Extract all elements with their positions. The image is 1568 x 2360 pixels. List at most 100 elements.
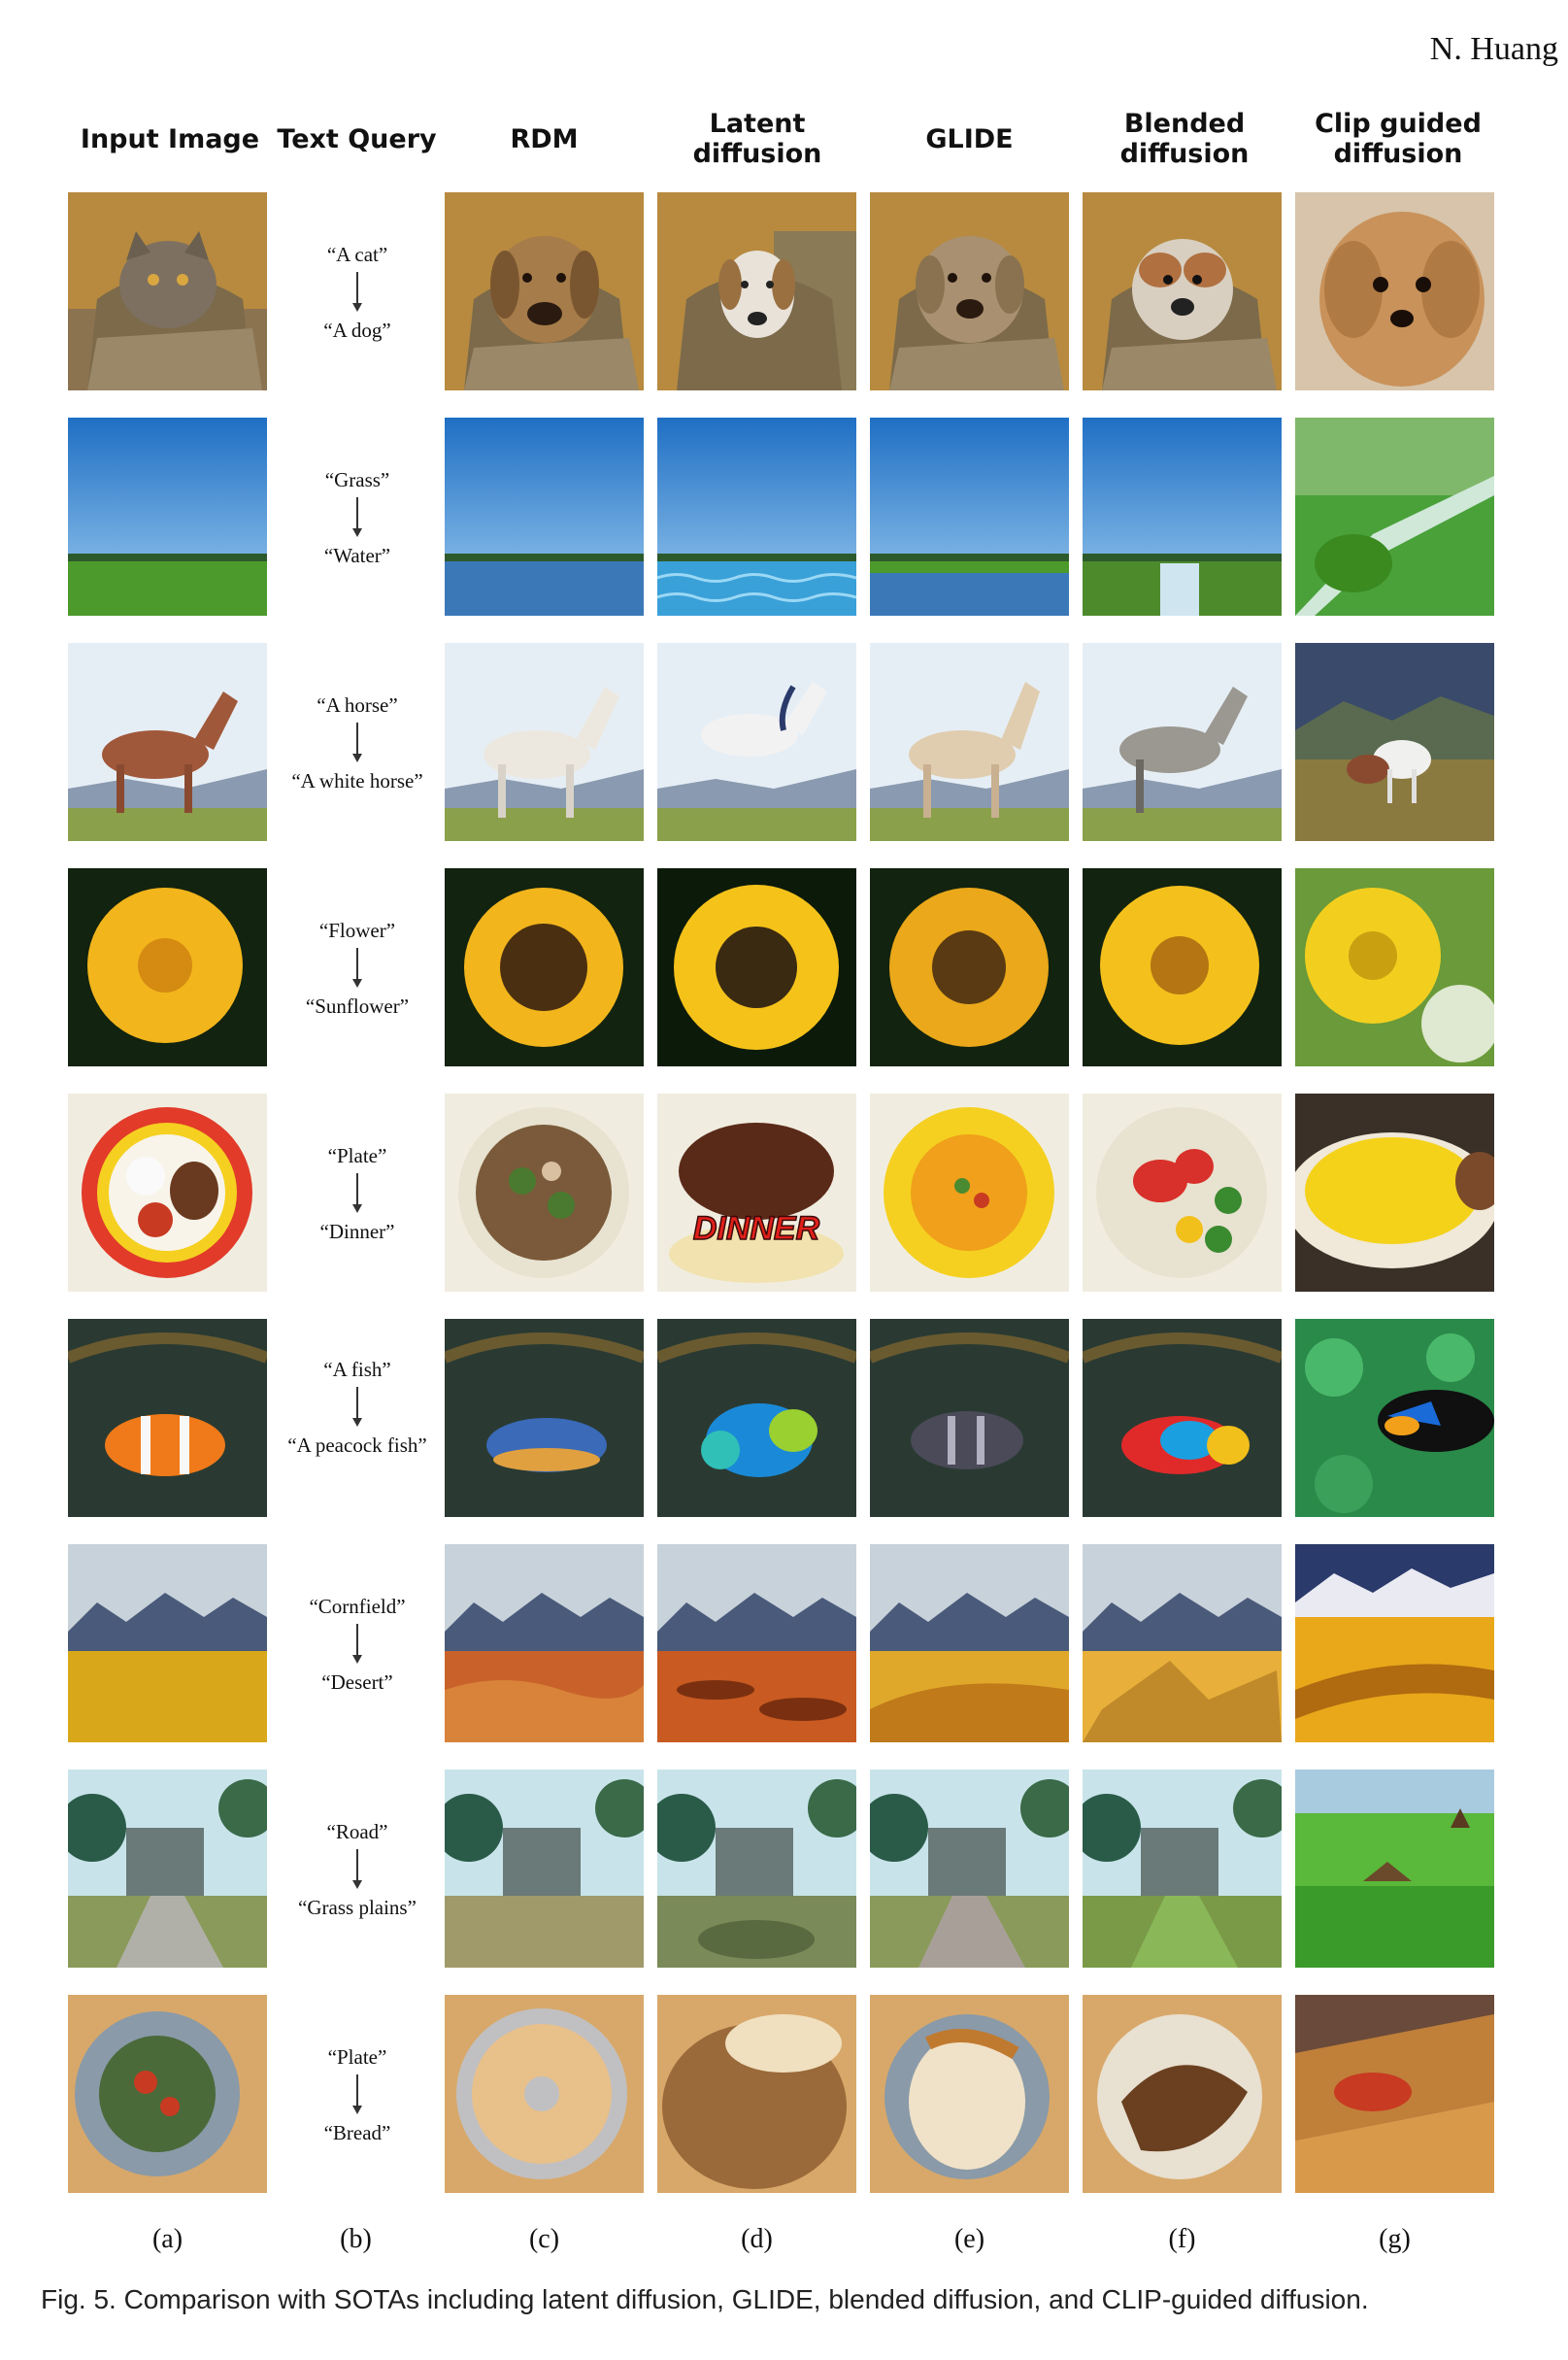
row8-input-road-image xyxy=(68,1770,267,1968)
row7-blended-diffusion-output-image xyxy=(1083,1544,1282,1742)
row2-clip-guided-output-image xyxy=(1295,418,1494,616)
row2-glide-output-image xyxy=(870,418,1069,616)
row4-input-flower-image xyxy=(68,868,267,1066)
row1-arrow-icon xyxy=(351,272,363,313)
column-header-blended-diffusion: Blended diffusion xyxy=(1097,109,1272,169)
column-header-latent-diffusion: Latent diffusion xyxy=(670,109,845,169)
row6-arrow-icon xyxy=(351,1387,363,1428)
row1-target-query: “A dog” xyxy=(270,319,445,342)
row4-latent-diffusion-output-image xyxy=(657,868,856,1066)
row1-latent-diffusion-output-image xyxy=(657,192,856,390)
row3-input-horse-image xyxy=(68,643,267,841)
row3-target-query: “A white horse” xyxy=(270,769,445,792)
row5-rdm-output-image xyxy=(445,1094,644,1292)
row6-latent-diffusion-output-image xyxy=(657,1319,856,1517)
column-header-text-query: Text Query xyxy=(267,124,447,154)
row8-arrow-icon xyxy=(351,1849,363,1890)
row4-source-query: “Flower” xyxy=(270,919,445,942)
row2-source-query: “Grass” xyxy=(270,468,445,491)
row2-blended-diffusion-output-image xyxy=(1083,418,1282,616)
column-header-clip-guided-diffusion: Clip guided diffusion xyxy=(1301,109,1495,169)
row3-clip-guided-output-image xyxy=(1295,643,1494,841)
row8-rdm-output-image xyxy=(445,1770,644,1968)
row4-blended-diffusion-output-image xyxy=(1083,868,1282,1066)
dinner-sign-text: DINNER xyxy=(693,1210,820,1247)
row7-target-query: “Desert” xyxy=(270,1670,445,1694)
row9-clip-guided-output-image xyxy=(1295,1995,1494,2193)
row1-input-cat-image xyxy=(68,192,267,390)
row7-input-cornfield-image xyxy=(68,1544,267,1742)
row6-target-query: “A peacock fish” xyxy=(270,1433,445,1457)
row8-blended-diffusion-output-image xyxy=(1083,1770,1282,1968)
row9-glide-output-image xyxy=(870,1995,1069,2193)
column-letter-f: (f) xyxy=(1083,2224,1282,2255)
row2-target-query: “Water” xyxy=(270,544,445,567)
row5-source-query: “Plate” xyxy=(270,1144,445,1167)
row4-rdm-output-image xyxy=(445,868,644,1066)
column-header-glide: GLIDE xyxy=(870,124,1069,154)
row9-rdm-output-image xyxy=(445,1995,644,2193)
row1-text-query: “A cat” “A dog” xyxy=(270,243,445,342)
row9-blended-diffusion-output-image xyxy=(1083,1995,1282,2193)
row7-text-query: “Cornfield” “Desert” xyxy=(270,1595,445,1694)
row3-glide-output-image xyxy=(870,643,1069,841)
row5-glide-output-image xyxy=(870,1094,1069,1292)
row7-glide-output-image xyxy=(870,1544,1069,1742)
row9-arrow-icon xyxy=(351,2074,363,2115)
row8-clip-guided-output-image xyxy=(1295,1770,1494,1968)
row2-rdm-output-image xyxy=(445,418,644,616)
row6-rdm-output-image xyxy=(445,1319,644,1517)
row6-blended-diffusion-output-image xyxy=(1083,1319,1282,1517)
column-letter-c: (c) xyxy=(445,2224,644,2255)
row6-glide-output-image xyxy=(870,1319,1069,1517)
column-letter-b: (b) xyxy=(256,2224,455,2255)
column-letter-d: (d) xyxy=(657,2224,856,2255)
row6-source-query: “A fish” xyxy=(270,1358,445,1381)
row9-input-plate-image xyxy=(68,1995,267,2193)
row9-source-query: “Plate” xyxy=(270,2045,445,2069)
row3-arrow-icon xyxy=(351,723,363,763)
column-header-rdm: RDM xyxy=(445,124,644,154)
row2-text-query: “Grass” “Water” xyxy=(270,468,445,567)
row3-rdm-output-image xyxy=(445,643,644,841)
row1-clip-guided-output-image xyxy=(1295,192,1494,390)
row5-arrow-icon xyxy=(351,1173,363,1214)
row7-arrow-icon xyxy=(351,1624,363,1665)
row7-latent-diffusion-output-image xyxy=(657,1544,856,1742)
row5-target-query: “Dinner” xyxy=(270,1220,445,1243)
row9-target-query: “Bread” xyxy=(270,2121,445,2144)
row3-blended-diffusion-output-image xyxy=(1083,643,1282,841)
row8-glide-output-image xyxy=(870,1770,1069,1968)
row3-latent-diffusion-output-image xyxy=(657,643,856,841)
column-letter-e: (e) xyxy=(870,2224,1069,2255)
row8-source-query: “Road” xyxy=(270,1820,445,1843)
row1-rdm-output-image xyxy=(445,192,644,390)
column-header-input-image: Input Image xyxy=(68,124,272,154)
row1-source-query: “A cat” xyxy=(270,243,445,266)
row5-text-query: “Plate” “Dinner” xyxy=(270,1144,445,1243)
row8-text-query: “Road” “Grass plains” xyxy=(270,1820,445,1919)
row2-arrow-icon xyxy=(351,497,363,538)
row5-latent-diffusion-output-image: DINNER xyxy=(657,1094,856,1292)
row6-text-query: “A fish” “A peacock fish” xyxy=(270,1358,445,1457)
row4-target-query: “Sunflower” xyxy=(270,995,445,1018)
row3-text-query: “A horse” “A white horse” xyxy=(270,693,445,792)
row4-arrow-icon xyxy=(351,948,363,989)
row5-clip-guided-output-image xyxy=(1295,1094,1494,1292)
running-header-author: N. Huang xyxy=(1325,31,1568,68)
row8-latent-diffusion-output-image xyxy=(657,1770,856,1968)
row8-target-query: “Grass plains” xyxy=(270,1896,445,1919)
row6-input-fish-image xyxy=(68,1319,267,1517)
row4-text-query: “Flower” “Sunflower” xyxy=(270,919,445,1018)
row5-blended-diffusion-output-image xyxy=(1083,1094,1282,1292)
row9-text-query: “Plate” “Bread” xyxy=(270,2045,445,2144)
row1-glide-output-image xyxy=(870,192,1069,390)
row4-clip-guided-output-image xyxy=(1295,868,1494,1066)
row7-source-query: “Cornfield” xyxy=(270,1595,445,1618)
row2-latent-diffusion-output-image xyxy=(657,418,856,616)
row7-rdm-output-image xyxy=(445,1544,644,1742)
row3-source-query: “A horse” xyxy=(270,693,445,717)
column-letter-a: (a) xyxy=(68,2224,267,2255)
row1-blended-diffusion-output-image xyxy=(1083,192,1282,390)
row2-input-grass-image xyxy=(68,418,267,616)
